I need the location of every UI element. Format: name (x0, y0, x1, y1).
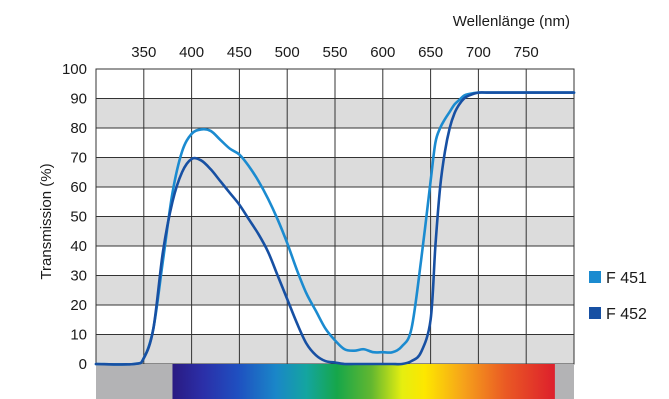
x-axis-title: Wellenlänge (nm) (453, 13, 570, 30)
x-tick-label: 550 (322, 44, 347, 61)
y-tick-label: 90 (70, 91, 87, 108)
y-axis-title: Transmission (%) (38, 163, 55, 279)
x-tick-label: 400 (179, 44, 204, 61)
x-tick-label: 500 (275, 44, 300, 61)
y-tick-label: 10 (70, 327, 87, 344)
x-axis: 350 400 450 500 550 600 650 700 750 (131, 44, 538, 61)
spectrum-bar (96, 364, 574, 399)
y-tick-label: 60 (70, 179, 87, 196)
series-line-f-451 (94, 91, 576, 366)
y-tick-label: 80 (70, 120, 87, 137)
legend-label: F 452 (606, 306, 647, 323)
spectrum-bar-visible-range (172, 364, 555, 399)
legend-swatch (589, 307, 601, 319)
legend-label: F 451 (606, 270, 647, 287)
legend-swatch (589, 271, 601, 283)
x-tick-label: 650 (418, 44, 443, 61)
y-tick-label: 40 (70, 238, 87, 255)
legend: F 451 F 452 (589, 270, 647, 323)
x-tick-label: 450 (227, 44, 252, 61)
x-tick-label: 350 (131, 44, 156, 61)
y-tick-label: 70 (70, 150, 87, 167)
x-tick-label: 700 (466, 44, 491, 61)
x-tick-label: 600 (370, 44, 395, 61)
y-axis: 0 10 20 30 40 50 60 70 80 90 100 (62, 61, 87, 373)
series-lines (94, 91, 576, 366)
y-tick-label: 30 (70, 268, 87, 285)
y-tick-label: 50 (70, 209, 87, 226)
y-tick-label: 0 (79, 356, 87, 373)
x-tick-label: 750 (514, 44, 539, 61)
y-tick-label: 20 (70, 297, 87, 314)
y-tick-label: 100 (62, 61, 87, 78)
series-line-f-452 (94, 91, 576, 366)
